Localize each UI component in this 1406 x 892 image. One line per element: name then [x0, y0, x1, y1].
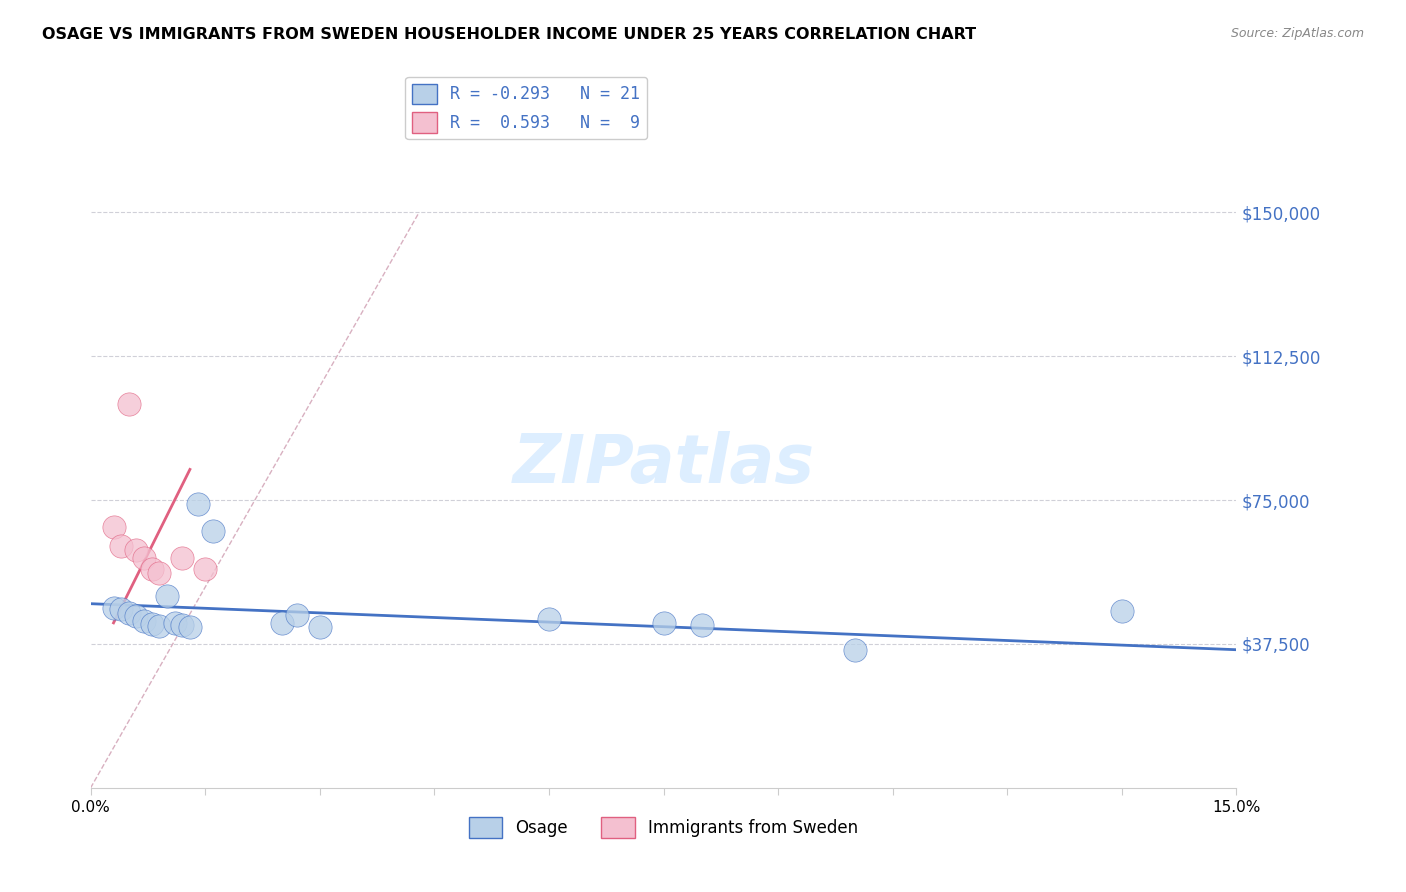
Point	[118, 607, 141, 621]
Point	[187, 497, 209, 511]
Point	[194, 562, 217, 576]
Point	[125, 609, 148, 624]
Point	[148, 566, 170, 580]
Point	[690, 617, 713, 632]
Text: Source: ZipAtlas.com: Source: ZipAtlas.com	[1230, 27, 1364, 40]
Point	[141, 562, 163, 576]
Point	[141, 616, 163, 631]
Point	[172, 550, 194, 565]
Point	[270, 615, 292, 630]
Point	[156, 589, 179, 603]
Point	[844, 642, 866, 657]
Point	[110, 602, 132, 616]
Point	[110, 539, 132, 553]
Point	[118, 397, 141, 411]
Legend: Osage, Immigrants from Sweden: Osage, Immigrants from Sweden	[463, 811, 865, 844]
Point	[652, 615, 675, 630]
Point	[148, 619, 170, 633]
Point	[172, 617, 194, 632]
Point	[163, 615, 186, 630]
Point	[201, 524, 224, 538]
Point	[103, 600, 125, 615]
Text: ZIPatlas: ZIPatlas	[513, 431, 814, 497]
Text: OSAGE VS IMMIGRANTS FROM SWEDEN HOUSEHOLDER INCOME UNDER 25 YEARS CORRELATION CH: OSAGE VS IMMIGRANTS FROM SWEDEN HOUSEHOL…	[42, 27, 976, 42]
Point	[285, 608, 308, 623]
Point	[179, 620, 201, 634]
Point	[103, 520, 125, 534]
Point	[308, 620, 330, 634]
Point	[132, 550, 155, 565]
Point	[125, 543, 148, 558]
Point	[1111, 604, 1133, 618]
Point	[132, 614, 155, 628]
Point	[537, 612, 560, 626]
